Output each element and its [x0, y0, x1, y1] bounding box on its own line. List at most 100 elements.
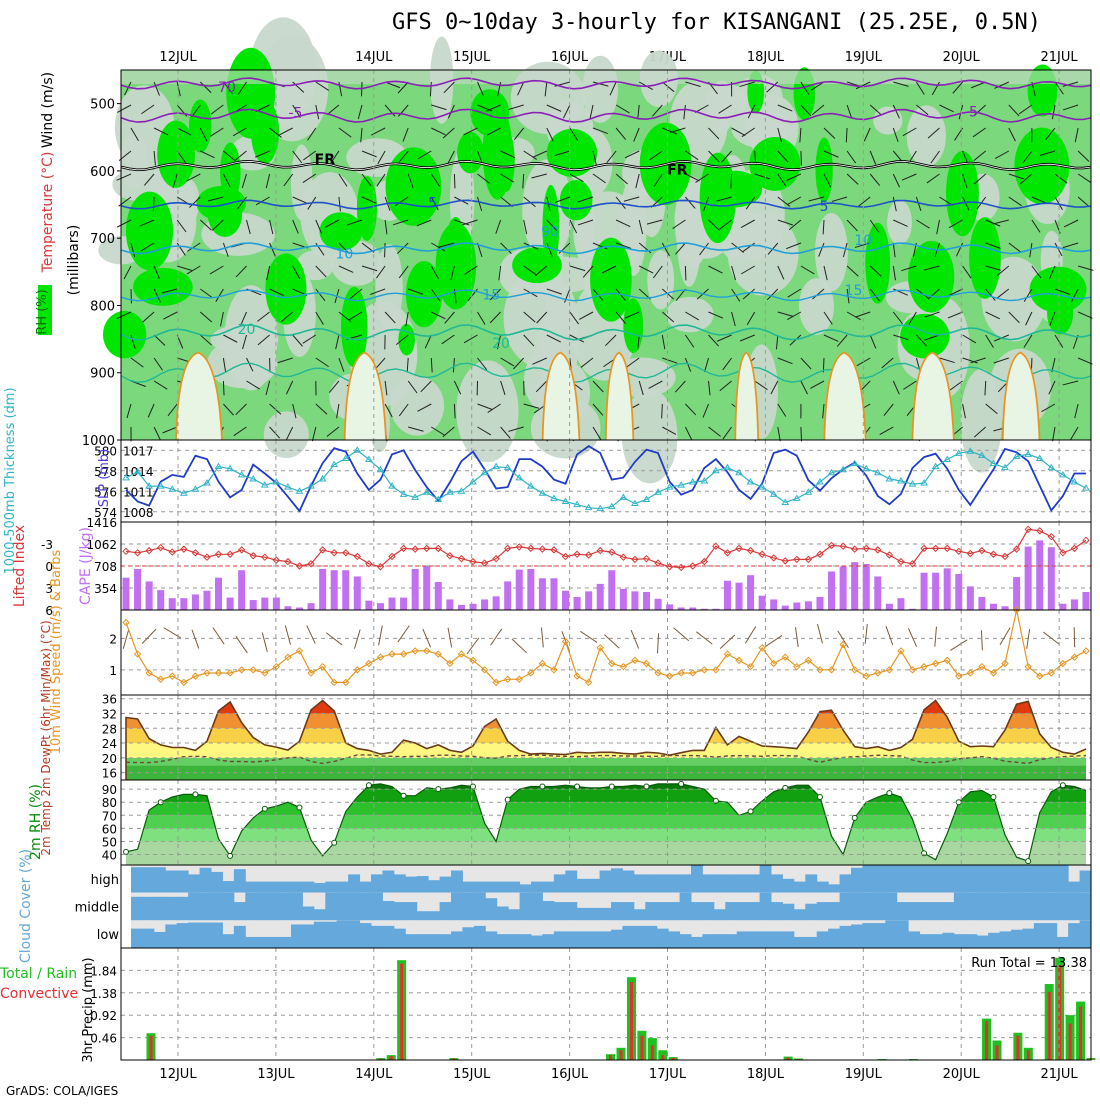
precip-convective-label: Convective — [0, 986, 78, 1002]
surface-wind-barb — [123, 629, 128, 648]
cloud-bar — [142, 867, 154, 892]
cloud-bar — [474, 926, 486, 948]
contour-label: -5 — [288, 105, 302, 121]
cloud-bar — [805, 937, 817, 948]
cloud-bar — [428, 880, 440, 892]
contour-label: 20 — [238, 322, 256, 338]
top-x-tick-label: 14JUL — [355, 50, 393, 65]
surface-wind-barb — [795, 627, 798, 647]
rh-point — [817, 795, 822, 800]
cloud-bar — [565, 931, 577, 948]
cape-bar — [932, 573, 939, 610]
cloud-bar — [828, 929, 840, 948]
cape-bar — [1013, 577, 1020, 610]
rh-point — [748, 809, 753, 814]
cape-bar — [493, 596, 500, 610]
cape-bar — [1071, 599, 1078, 610]
cloud-bar — [908, 902, 920, 920]
cape-bar — [805, 601, 812, 610]
cape-bar — [308, 603, 315, 610]
bottom-x-tick-label: 19JUL — [845, 1067, 883, 1082]
precip-convective-bar — [609, 1055, 612, 1060]
bottom-x-tick-label: 18JUL — [747, 1067, 785, 1082]
precip-convective-bar — [985, 1021, 988, 1060]
cloud-bar — [1011, 930, 1023, 948]
rh-low-area — [873, 107, 902, 135]
precip-panel: 0.460.921.381.84 — [90, 958, 1095, 1060]
cape-bar — [747, 575, 754, 610]
surface-wind-barb — [1000, 628, 1010, 645]
cloud-bar — [520, 934, 532, 948]
cloud-bar — [565, 871, 577, 893]
cloud-bar — [988, 893, 1000, 921]
cloud-bar — [954, 893, 966, 921]
bottom-x-tick-label: 17JUL — [649, 1067, 687, 1082]
cloud-bar — [542, 901, 554, 920]
cape-bar — [516, 570, 523, 610]
cloud-bar — [920, 902, 932, 920]
rh-high-area — [512, 247, 562, 283]
cloud-bar — [622, 902, 634, 920]
cloud-bar — [440, 934, 452, 948]
contour-label: 5 — [428, 196, 437, 212]
cloud-bar — [760, 931, 772, 948]
rh-high-area — [969, 217, 1001, 299]
cloud-bar — [714, 934, 726, 948]
rh-band — [121, 828, 1091, 841]
cloud-bar — [737, 902, 749, 920]
cloud-bar — [794, 882, 806, 893]
cloud-bar — [542, 934, 554, 948]
cloud-bar — [1022, 929, 1034, 948]
temp-band — [121, 728, 1091, 743]
cloud-bar — [691, 902, 703, 920]
cape-bar — [631, 591, 638, 610]
wind-barb — [385, 243, 386, 257]
precip-convective-bar — [640, 1036, 643, 1060]
upper-air-panel — [98, 17, 1093, 483]
cloud-bar — [371, 926, 383, 948]
cloud-bar — [805, 874, 817, 892]
cape-bar — [724, 581, 731, 610]
cloud-bar — [177, 923, 189, 948]
surface-wind-barb — [745, 626, 755, 643]
surface-wind-barb — [604, 635, 619, 648]
cloud-bar — [622, 871, 634, 893]
cloud-bar — [200, 893, 212, 921]
cloud-bar — [680, 874, 692, 892]
rh-low-area — [647, 250, 674, 309]
cloud-bar — [645, 902, 657, 920]
cloud-bar — [977, 865, 989, 893]
slp-frame — [121, 440, 1091, 522]
cape-bar — [944, 568, 951, 610]
cloud-bar — [1045, 923, 1057, 948]
cloud-bar — [588, 931, 600, 948]
wind-barb — [801, 427, 802, 441]
cloud-bar — [508, 882, 520, 893]
cloud-bar — [405, 902, 417, 920]
cloud-bar — [428, 911, 440, 920]
bottom-x-tick-label: 14JUL — [355, 1067, 393, 1082]
wind10-frame — [121, 610, 1091, 695]
cape-bar — [146, 581, 153, 610]
cloud-bar — [348, 874, 360, 892]
cape-bar — [504, 581, 511, 610]
cloud-bar — [942, 933, 954, 948]
cloud-bar — [440, 877, 452, 893]
wind-barb — [223, 381, 224, 395]
cloud-bar — [508, 934, 520, 948]
cape-bar — [759, 596, 766, 610]
cloud-bar — [600, 871, 612, 893]
cape-bar — [550, 578, 557, 610]
cloud-bar — [405, 877, 417, 893]
cape-bar — [157, 590, 164, 610]
cloud-bar — [417, 911, 429, 920]
cloud-bar — [371, 893, 383, 921]
cloud-bar — [1080, 871, 1092, 893]
cape-bar — [840, 566, 847, 610]
cloud-bar — [817, 882, 829, 893]
cape-bar — [389, 598, 396, 610]
cloud-bar — [702, 934, 714, 948]
cape-bar — [1025, 547, 1032, 610]
cloud-axis-label: Cloud Cover (%) — [18, 849, 34, 963]
